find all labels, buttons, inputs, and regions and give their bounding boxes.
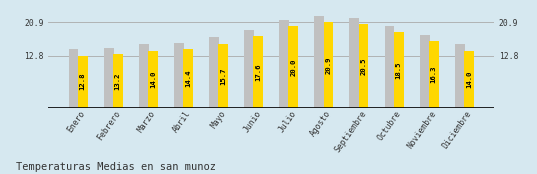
Bar bbox=[429, 41, 439, 108]
Bar bbox=[384, 26, 395, 108]
Text: 20.0: 20.0 bbox=[291, 58, 296, 76]
Bar bbox=[359, 24, 368, 108]
Bar bbox=[314, 16, 324, 108]
Text: 12.8: 12.8 bbox=[79, 73, 85, 90]
Bar bbox=[218, 44, 228, 108]
Text: Temperaturas Medias en san munoz: Temperaturas Medias en san munoz bbox=[16, 162, 216, 172]
Bar bbox=[174, 43, 184, 108]
Text: 17.6: 17.6 bbox=[255, 63, 261, 81]
Bar bbox=[288, 26, 298, 108]
Bar bbox=[253, 36, 263, 108]
Bar bbox=[350, 18, 359, 108]
Text: 20.5: 20.5 bbox=[360, 57, 367, 75]
Bar bbox=[244, 30, 254, 108]
Bar bbox=[148, 51, 158, 108]
Bar bbox=[420, 35, 430, 108]
Text: 16.3: 16.3 bbox=[431, 66, 437, 83]
Bar bbox=[104, 48, 113, 108]
Text: 18.5: 18.5 bbox=[396, 61, 402, 79]
Text: 14.0: 14.0 bbox=[466, 70, 472, 88]
Bar bbox=[464, 51, 474, 108]
Bar bbox=[455, 44, 465, 108]
Bar bbox=[78, 56, 88, 108]
Text: 14.4: 14.4 bbox=[185, 70, 191, 87]
Text: 13.2: 13.2 bbox=[115, 72, 121, 90]
Text: 20.9: 20.9 bbox=[325, 56, 331, 74]
Text: 15.7: 15.7 bbox=[220, 67, 226, 85]
Bar bbox=[209, 37, 219, 108]
Bar bbox=[323, 22, 333, 108]
Bar bbox=[69, 49, 78, 108]
Bar bbox=[113, 54, 122, 108]
Bar bbox=[394, 32, 404, 108]
Bar bbox=[139, 44, 149, 108]
Text: 14.0: 14.0 bbox=[150, 70, 156, 88]
Bar bbox=[183, 49, 193, 108]
Bar bbox=[279, 20, 289, 108]
